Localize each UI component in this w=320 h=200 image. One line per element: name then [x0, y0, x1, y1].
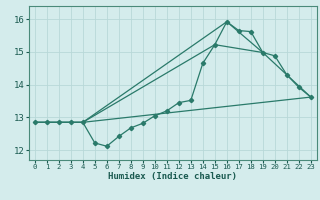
X-axis label: Humidex (Indice chaleur): Humidex (Indice chaleur): [108, 172, 237, 181]
